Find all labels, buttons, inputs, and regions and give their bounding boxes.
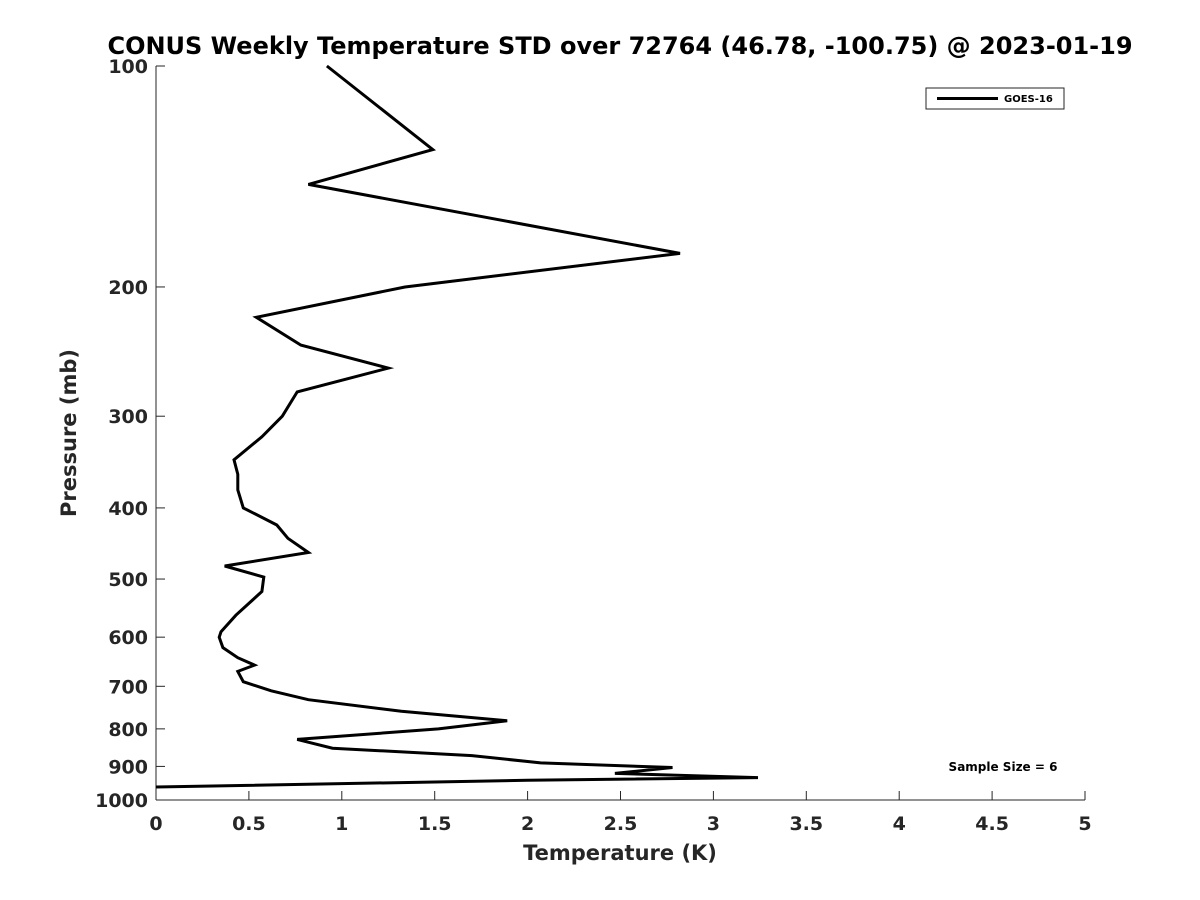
- y-tick-label: 500: [108, 569, 148, 591]
- sample-size-annotation: Sample Size = 6: [949, 760, 1058, 774]
- x-tick-label: 4.5: [975, 813, 1009, 835]
- y-tick-label: 400: [108, 498, 148, 520]
- x-axis-label: Temperature (K): [523, 841, 717, 865]
- y-ticks: 100 200 300 400 500 600 700 800 900 1000: [95, 56, 165, 812]
- series-layer: [155, 64, 759, 789]
- x-tick-label: 3.5: [789, 813, 823, 835]
- y-tick-label: 600: [108, 627, 148, 649]
- x-tick-label: 1.5: [418, 813, 452, 835]
- y-tick-label: 800: [108, 719, 148, 741]
- x-ticks: 0 0.5 1 1.5 2 2.5 3 3.5 4 4.5 5: [149, 791, 1092, 835]
- legend-label: GOES-16: [1004, 94, 1053, 105]
- y-tick-label: 900: [108, 756, 148, 778]
- x-tick-label: 4: [893, 813, 906, 835]
- x-tick-label: 2.5: [604, 813, 638, 835]
- series-line-goes-16: [155, 64, 759, 789]
- chart-title: CONUS Weekly Temperature STD over 72764 …: [107, 32, 1132, 60]
- y-tick-label: 200: [108, 277, 148, 299]
- y-axis-label: Pressure (mb): [57, 349, 81, 517]
- x-tick-label: 0: [149, 813, 162, 835]
- x-tick-label: 2: [521, 813, 534, 835]
- y-tick-label: 1000: [95, 790, 148, 812]
- y-tick-label: 700: [108, 676, 148, 698]
- x-tick-label: 5: [1078, 813, 1091, 835]
- x-tick-label: 3: [707, 813, 720, 835]
- y-tick-label: 100: [108, 56, 148, 78]
- x-tick-label: 0.5: [232, 813, 266, 835]
- y-tick-label: 300: [108, 406, 148, 428]
- x-tick-label: 1: [335, 813, 348, 835]
- legend: GOES-16: [925, 87, 1065, 110]
